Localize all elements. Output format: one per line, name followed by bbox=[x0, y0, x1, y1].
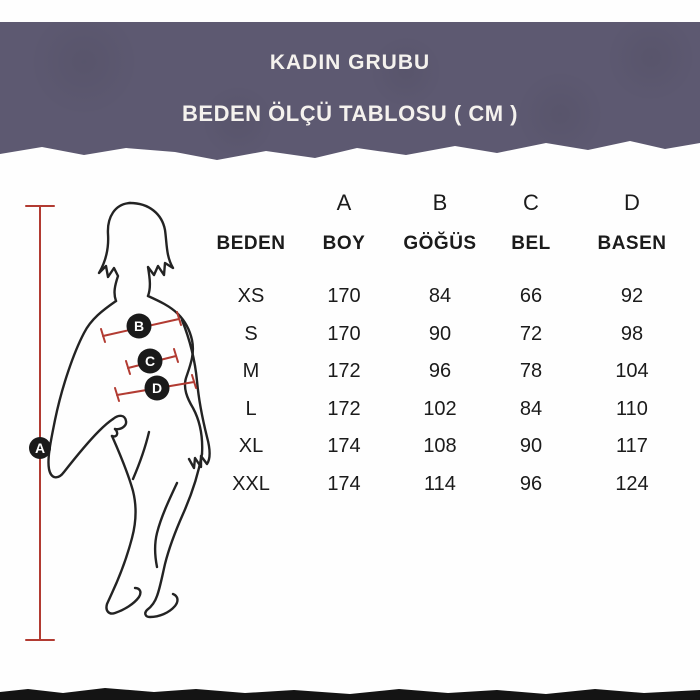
table-cell: 90 bbox=[519, 435, 543, 458]
size-label: XXL bbox=[232, 472, 270, 495]
table-cell: 66 bbox=[519, 285, 543, 308]
woman-body-outline bbox=[47, 201, 211, 619]
measure-marker-d: D bbox=[144, 375, 170, 401]
table-cell: 174 bbox=[327, 435, 361, 458]
table-cell: 104 bbox=[615, 360, 649, 383]
table-cell: 92 bbox=[620, 285, 644, 308]
table-cell: 172 bbox=[327, 360, 361, 383]
column-header-basen: BASEN bbox=[597, 233, 667, 254]
header-banner: KADIN GRUBU BEDEN ÖLÇÜ TABLOSU ( CM ) bbox=[0, 22, 700, 160]
table-spacer bbox=[207, 266, 689, 278]
column-letter-a: A bbox=[336, 190, 352, 215]
size-label: L bbox=[245, 397, 257, 420]
table-cell: 78 bbox=[519, 360, 543, 383]
svg-text:A: A bbox=[35, 440, 45, 456]
page-title: KADIN GRUBU bbox=[269, 51, 431, 74]
column-header-gogus: GÖĞÜS bbox=[403, 233, 477, 254]
column-letter-c: C bbox=[523, 190, 539, 215]
table-cell: 174 bbox=[327, 472, 361, 495]
table-cell: 108 bbox=[423, 435, 457, 458]
table-cell: 172 bbox=[327, 397, 361, 420]
size-label: S bbox=[244, 322, 258, 345]
size-figure-illustration: A B C D bbox=[8, 192, 223, 662]
table-cell: 96 bbox=[519, 472, 543, 495]
size-label: XS bbox=[237, 285, 265, 308]
table-cell: 170 bbox=[327, 322, 361, 345]
table-cell: 84 bbox=[428, 285, 452, 308]
table-cell: 124 bbox=[615, 472, 649, 495]
measure-marker-a: A bbox=[29, 437, 51, 459]
column-header-bel: BEL bbox=[511, 233, 551, 254]
measure-marker-b: B bbox=[126, 313, 152, 339]
size-table: A B C D BEDEN BOY GÖĞÜS BEL BASEN XS 170… bbox=[207, 184, 689, 503]
page-subtitle: BEDEN ÖLÇÜ TABLOSU ( CM ) bbox=[182, 101, 518, 126]
table-cell: 170 bbox=[327, 285, 361, 308]
table-cell: 90 bbox=[428, 322, 452, 345]
column-letter-b: B bbox=[432, 190, 448, 215]
column-header-beden: BEDEN bbox=[216, 233, 286, 254]
table-cell: 96 bbox=[428, 360, 452, 383]
letter-cell-empty bbox=[207, 184, 295, 222]
woman-outline-drawing: A B C D bbox=[25, 201, 211, 641]
measure-marker-c: C bbox=[137, 348, 163, 374]
table-cell: 72 bbox=[519, 322, 543, 345]
size-label: M bbox=[242, 360, 260, 383]
column-letter-d: D bbox=[624, 190, 640, 215]
table-cell: 117 bbox=[616, 435, 648, 458]
bottom-torn-edge bbox=[0, 688, 700, 700]
table-cell: 110 bbox=[616, 397, 648, 420]
table-cell: 114 bbox=[424, 472, 456, 495]
svg-text:C: C bbox=[145, 353, 155, 369]
size-label: XL bbox=[238, 435, 264, 458]
table-cell: 84 bbox=[519, 397, 543, 420]
table-cell: 102 bbox=[423, 397, 457, 420]
column-header-boy: BOY bbox=[322, 233, 366, 254]
svg-text:B: B bbox=[134, 318, 144, 334]
table-cell: 98 bbox=[620, 322, 644, 345]
svg-text:D: D bbox=[152, 380, 162, 396]
height-measure-line bbox=[25, 205, 55, 641]
